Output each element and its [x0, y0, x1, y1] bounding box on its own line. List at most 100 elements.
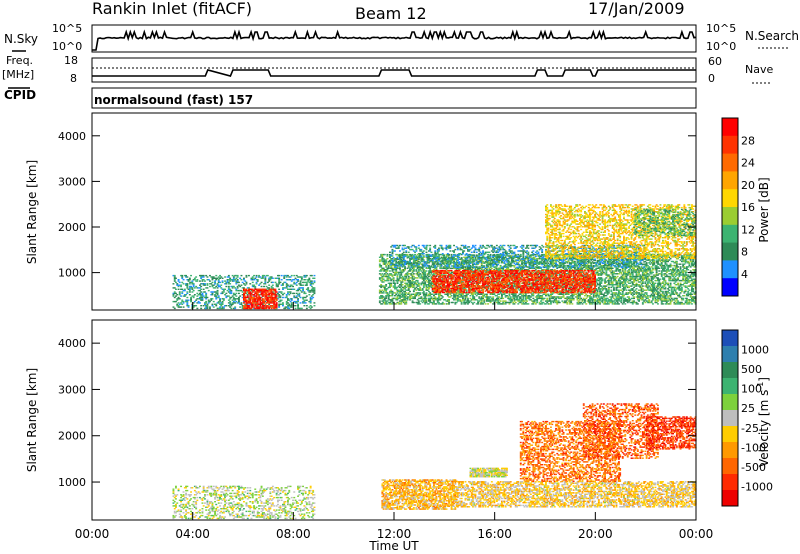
power-cell: [419, 292, 422, 294]
power-cell: [445, 256, 448, 258]
power-cell: [188, 277, 191, 279]
power-cell: [550, 295, 552, 297]
power-cell: [261, 295, 264, 297]
power-cell: [424, 301, 427, 304]
power-cell: [181, 300, 184, 303]
power-cell: [391, 297, 394, 300]
power-cell: [382, 278, 385, 280]
power-cell: [445, 253, 448, 256]
power-cell: [240, 302, 243, 304]
power-cell: [308, 281, 311, 284]
power-cell: [410, 264, 413, 267]
power-cell: [249, 299, 252, 301]
power-cell: [258, 288, 260, 290]
power-cell: [221, 303, 224, 305]
power-cell: [238, 289, 240, 292]
power-cell: [285, 276, 288, 278]
power-cell: [524, 301, 527, 304]
power-cell: [297, 298, 299, 300]
power-cell: [290, 303, 293, 305]
power-cell: [453, 293, 455, 295]
power-cell: [493, 269, 496, 271]
power-cell: [275, 283, 278, 285]
power-cell: [412, 290, 415, 293]
power-cell: [200, 296, 203, 299]
power-cell: [216, 302, 219, 304]
power-cell: [396, 274, 399, 276]
power-cell: [226, 289, 229, 292]
power-cell: [293, 281, 296, 284]
power-cell: [299, 284, 302, 286]
power-cell: [205, 287, 208, 289]
power-cell: [187, 279, 190, 281]
power-cell: [297, 289, 299, 292]
power-cell: [235, 289, 238, 292]
power-cell: [568, 296, 571, 298]
power-cell: [298, 307, 301, 310]
power-cell: [244, 305, 247, 307]
power-cell: [295, 281, 298, 284]
power-cell: [462, 296, 464, 298]
power-cell: [248, 289, 250, 292]
power-cell: [265, 305, 268, 307]
power-cell: [512, 293, 515, 295]
power-cell: [412, 270, 415, 272]
power-cell: [501, 259, 503, 261]
power-cell: [589, 295, 591, 297]
power-cell: [485, 264, 488, 267]
power-cell: [309, 300, 312, 303]
power-cell: [266, 294, 269, 296]
power-cell: [400, 281, 403, 283]
power-cell: [445, 263, 448, 265]
power-cell: [225, 285, 228, 288]
power-cell: [383, 286, 386, 289]
power-cell: [269, 295, 272, 297]
power-cell: [243, 306, 245, 308]
power-cell: [278, 280, 281, 282]
power-cell: [289, 292, 292, 295]
power-cell: [415, 262, 418, 264]
power-cell: [191, 280, 194, 282]
power-cell: [399, 259, 401, 261]
power-cell: [409, 253, 411, 256]
power-cell: [438, 271, 440, 274]
power-cell: [402, 253, 405, 256]
power-cell: [178, 284, 181, 286]
power-cell: [417, 295, 420, 297]
power-cell: [508, 274, 511, 276]
power-cell: [287, 306, 289, 308]
power-cell: [511, 299, 513, 301]
power-cell: [205, 298, 208, 300]
power-cell: [465, 295, 468, 297]
power-cell: [420, 256, 423, 258]
power-cell: [506, 295, 508, 297]
power-cell: [424, 303, 427, 305]
power-cell: [521, 260, 523, 263]
power-cell: [508, 269, 511, 271]
power-cell: [381, 258, 384, 260]
power-cell: [378, 297, 381, 300]
power-cell: [380, 290, 383, 293]
power-cell: [278, 294, 281, 296]
power-cell: [227, 302, 230, 304]
power-cell: [193, 300, 196, 303]
power-cell: [245, 292, 248, 295]
power-cell: [295, 300, 298, 303]
power-cell: [416, 292, 419, 294]
power-cell: [251, 279, 254, 281]
power-cell: [422, 300, 425, 302]
power-cell: [391, 267, 394, 269]
power-cell: [246, 296, 249, 299]
power-cell: [463, 295, 466, 297]
power-cell: [381, 269, 384, 271]
power-cell: [458, 289, 461, 291]
power-cell: [396, 299, 399, 301]
power-cell: [309, 307, 312, 310]
power-cell: [275, 307, 278, 310]
power-cell: [577, 297, 580, 300]
power-cell: [589, 300, 591, 302]
power-cell: [508, 284, 511, 286]
power-cell: [304, 284, 307, 286]
power-cell: [231, 295, 234, 297]
power-cell: [392, 285, 395, 287]
